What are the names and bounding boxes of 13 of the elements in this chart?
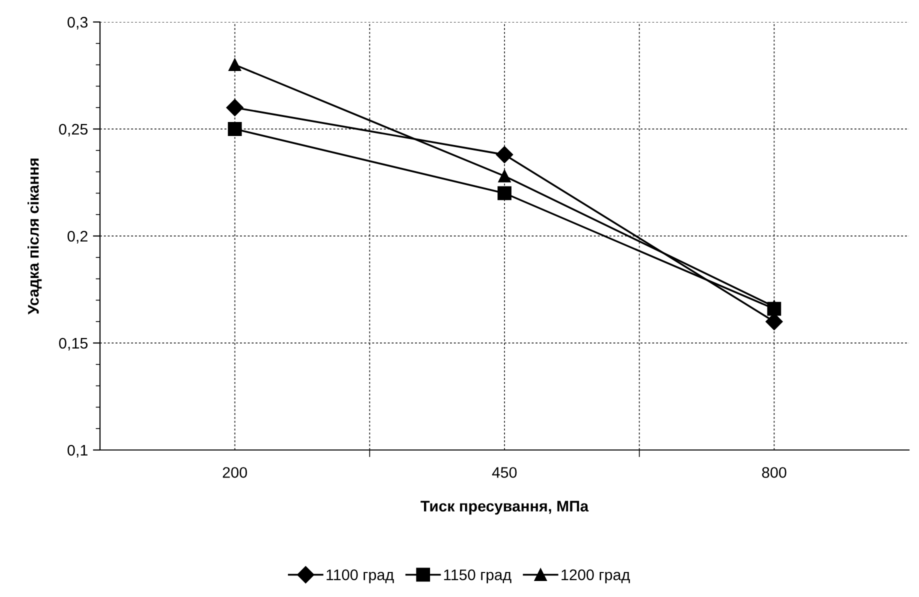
y-axis-title: Усадка після сікання (28, 158, 42, 314)
y-tick-label: 0,1 (68, 444, 88, 458)
y-tick-label: 0,25 (59, 124, 88, 136)
y-tick-label: 0,3 (68, 16, 88, 30)
x-axis-title: Тиск пресування, МПа (420, 500, 589, 515)
y-tick-label: 0,15 (59, 338, 88, 350)
legend-label: 1100 град (326, 569, 394, 584)
x-tick-label: 800 (762, 467, 786, 478)
legend-label: 1150 град (444, 569, 512, 584)
x-tick-label: 200 (222, 467, 247, 478)
x-tick-label: 450 (492, 467, 517, 478)
legend-label: 1200 град (562, 569, 630, 584)
y-tick-label: 0,2 (68, 230, 88, 244)
